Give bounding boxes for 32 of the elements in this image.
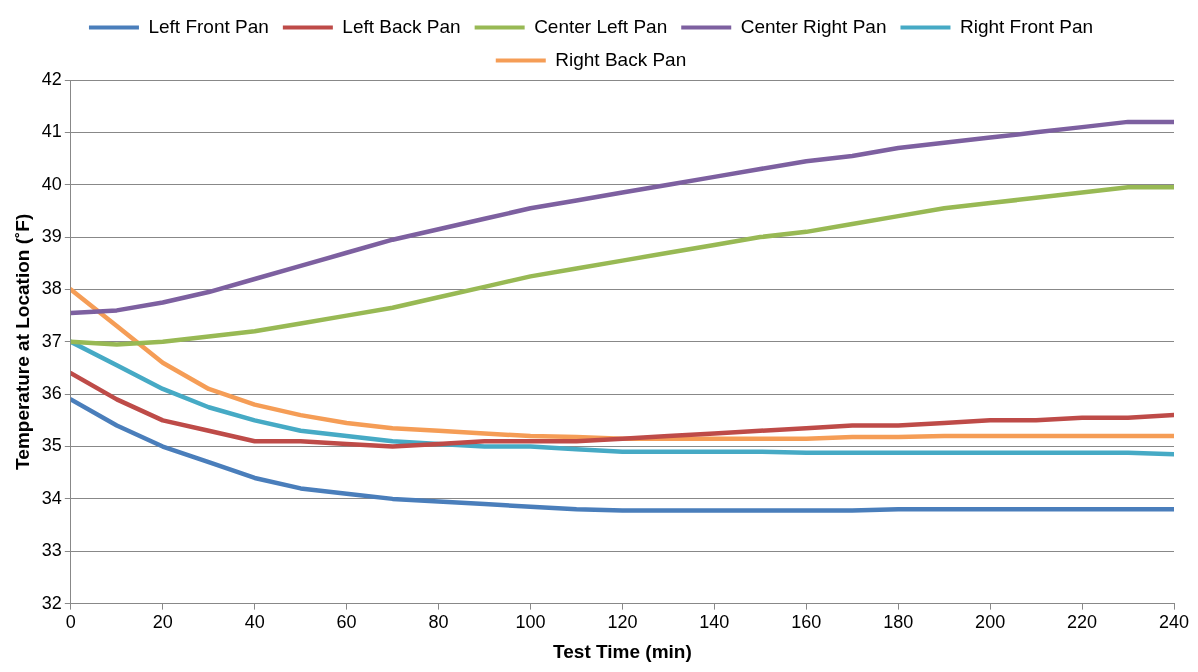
y-tick-label: 36 <box>41 383 62 404</box>
y-tick-label: 39 <box>41 226 62 247</box>
x-tick-label: 200 <box>975 612 1006 633</box>
y-tick-label: 35 <box>41 435 62 456</box>
x-tick-label: 100 <box>515 612 546 633</box>
y-tick-label: 41 <box>41 121 62 142</box>
x-tick-label: 40 <box>244 612 265 633</box>
x-tick-label: 180 <box>883 612 914 633</box>
legend-label: Left Front Pan <box>148 15 269 37</box>
x-tick-label: 220 <box>1067 612 1098 633</box>
y-tick-label: 32 <box>41 592 62 613</box>
y-tick-label: 40 <box>41 173 62 194</box>
x-tick-label: 140 <box>699 612 730 633</box>
y-tick-label: 34 <box>41 487 62 508</box>
y-tick-label: 33 <box>41 540 62 561</box>
x-tick-label: 160 <box>791 612 822 633</box>
x-tick-label: 80 <box>428 612 449 633</box>
x-tick-label: 60 <box>336 612 357 633</box>
x-tick-label: 240 <box>1158 612 1190 633</box>
x-tick-label: 20 <box>152 612 173 633</box>
y-axis-title: Temperature at Location (˚F) <box>11 213 33 470</box>
legend-label: Right Back Pan <box>555 48 687 70</box>
legend-label: Center Left Pan <box>534 15 668 37</box>
legend-label: Left Back Pan <box>342 15 461 37</box>
y-tick-label: 38 <box>41 278 62 299</box>
y-tick-label: 42 <box>41 68 62 89</box>
legend-label: Right Front Pan <box>959 15 1094 37</box>
x-axis-title: Test Time (min) <box>553 640 692 662</box>
legend-label: Center Right Pan <box>740 15 887 37</box>
y-tick-label: 37 <box>41 330 62 351</box>
x-tick-label: 120 <box>607 612 638 633</box>
x-tick-label: 0 <box>65 612 76 633</box>
